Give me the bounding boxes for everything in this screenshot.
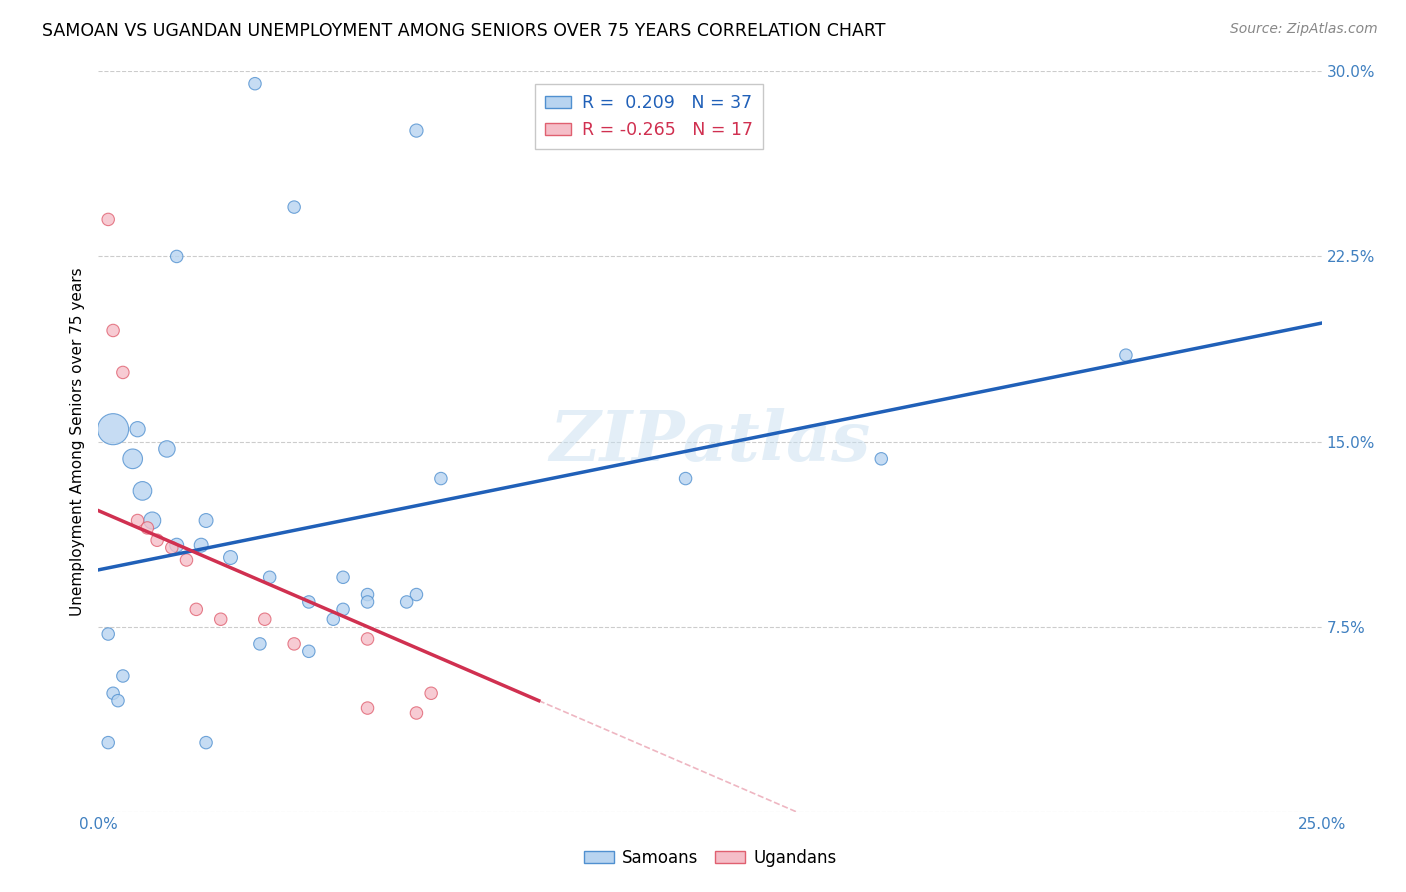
Point: [111, 366, 134, 380]
Point: [190, 538, 212, 552]
Text: SAMOAN VS UGANDAN UNEMPLOYMENT AMONG SENIORS OVER 75 YEARS CORRELATION CHART: SAMOAN VS UGANDAN UNEMPLOYMENT AMONG SEN…: [42, 22, 886, 40]
Point: [97, 212, 120, 227]
Point: [121, 451, 143, 466]
Point: [259, 570, 281, 584]
Point: [166, 249, 188, 264]
Point: [405, 706, 427, 720]
Point: [332, 570, 354, 584]
Text: ZIPatlas: ZIPatlas: [550, 408, 870, 475]
Point: [131, 483, 153, 498]
Point: [101, 422, 124, 436]
Point: [298, 644, 321, 658]
Point: [209, 612, 232, 626]
Point: [219, 550, 242, 565]
Point: [430, 471, 453, 485]
Point: [356, 701, 378, 715]
Point: [332, 602, 354, 616]
Point: [160, 541, 183, 555]
Point: [395, 595, 418, 609]
Point: [283, 637, 305, 651]
Point: [146, 533, 169, 548]
Point: [405, 123, 427, 137]
Point: [356, 595, 378, 609]
Point: [141, 514, 163, 528]
Point: [675, 471, 697, 485]
Point: [283, 200, 305, 214]
Point: [249, 637, 271, 651]
Point: [243, 77, 266, 91]
Point: [356, 632, 378, 646]
Point: [195, 514, 218, 528]
Point: [186, 602, 208, 616]
Point: [405, 588, 427, 602]
Point: [127, 514, 149, 528]
Point: [1115, 348, 1137, 362]
Y-axis label: Unemployment Among Seniors over 75 years: Unemployment Among Seniors over 75 years: [70, 268, 86, 615]
Point: [136, 521, 159, 535]
Point: [195, 736, 218, 750]
Point: [870, 451, 893, 466]
Point: [127, 422, 149, 436]
Text: Source: ZipAtlas.com: Source: ZipAtlas.com: [1230, 22, 1378, 37]
Point: [356, 588, 378, 602]
Point: [253, 612, 276, 626]
Legend: Samoans, Ugandans: Samoans, Ugandans: [576, 842, 844, 874]
Point: [101, 324, 124, 338]
Point: [322, 612, 344, 626]
Point: [176, 553, 198, 567]
Point: [420, 686, 443, 700]
Point: [101, 686, 124, 700]
Point: [166, 538, 188, 552]
Point: [298, 595, 321, 609]
Point: [107, 694, 129, 708]
Point: [111, 669, 134, 683]
Point: [97, 627, 120, 641]
Point: [97, 736, 120, 750]
Point: [156, 442, 179, 456]
